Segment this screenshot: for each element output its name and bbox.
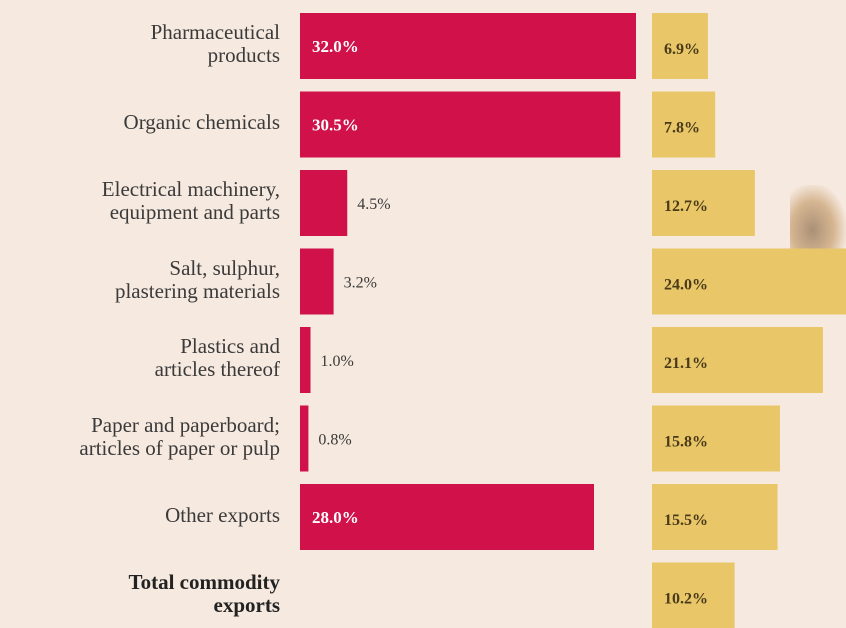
bar-series2-1 [652, 91, 716, 158]
category-label-line: Electrical machinery, [101, 177, 280, 201]
bar-series1-label-3: 3.2% [344, 275, 377, 292]
bar-series2-6 [652, 484, 778, 550]
bar-series2-label-7: 10.2% [664, 591, 708, 608]
category-label-line: Plastics and [180, 334, 280, 358]
category-label-line: Paper and paperboard; [91, 412, 280, 437]
bar-series1-label-4: 1.0% [321, 353, 354, 370]
category-label-4: Plastics and articles thereof [0, 335, 280, 381]
category-label-line: Salt, sulphur, [169, 255, 280, 280]
category-label-line: exports [213, 592, 281, 617]
bar-series1-label-2: 4.5% [357, 196, 390, 213]
bar-series2-label-4: 21.1% [664, 355, 708, 372]
bar-series2-label-6: 15.5% [664, 512, 708, 529]
bar-series2-label-0: 6.9% [664, 41, 700, 58]
category-label-line: Pharmaceutical [150, 20, 280, 44]
bar-series2-3 [652, 248, 846, 315]
category-label-3: Salt, sulphur, plastering materials [0, 255, 280, 303]
category-label-6: Other exports [0, 502, 280, 527]
bar-series2-label-5: 15.8% [664, 434, 708, 451]
category-label-line: plastering materials [114, 278, 280, 303]
bar-series2-label-3: 24.0% [664, 277, 708, 294]
bar-series1-1 [300, 91, 621, 158]
category-label-1: Organic chemicals [0, 111, 280, 134]
bar-series1-4 [300, 327, 311, 393]
category-label-7: Total commodity exports [0, 569, 281, 617]
bar-series1-6 [300, 484, 594, 550]
bar-series1-5 [300, 405, 309, 472]
bar-series2-4 [652, 327, 823, 393]
category-label-2: Electrical machinery, equipment and parts [0, 178, 280, 224]
bar-series1-label-5: 0.8% [318, 432, 351, 449]
bar-series1-2 [300, 170, 348, 236]
category-label-line: articles thereof [154, 357, 280, 381]
category-label-line: equipment and parts [109, 200, 280, 224]
category-label-0: Pharmaceutical products [0, 21, 280, 67]
bar-series2-7 [652, 562, 735, 628]
bar-series2-5 [652, 405, 780, 472]
bar-series1-label-0: 32.0% [312, 37, 359, 56]
bar-series2-label-1: 7.8% [664, 120, 700, 137]
category-label-line: Organic chemicals [123, 110, 280, 134]
bar-series1-label-1: 30.5% [312, 116, 359, 135]
category-label-5: Paper and paperboard; articles of paper o… [0, 412, 280, 460]
category-label-line: Total commodity [128, 569, 280, 594]
bar-series1-label-6: 28.0% [312, 508, 359, 527]
bar-series2-label-2: 12.7% [664, 198, 708, 215]
category-label-line: Other exports [165, 502, 280, 527]
category-label-line: articles of paper or pulp [79, 435, 280, 460]
category-label-line: products [207, 43, 280, 67]
bar-series1-0 [300, 13, 636, 79]
bar-series2-2 [652, 170, 755, 236]
bar-series1-3 [300, 248, 334, 315]
bar-series2-0 [652, 13, 708, 79]
